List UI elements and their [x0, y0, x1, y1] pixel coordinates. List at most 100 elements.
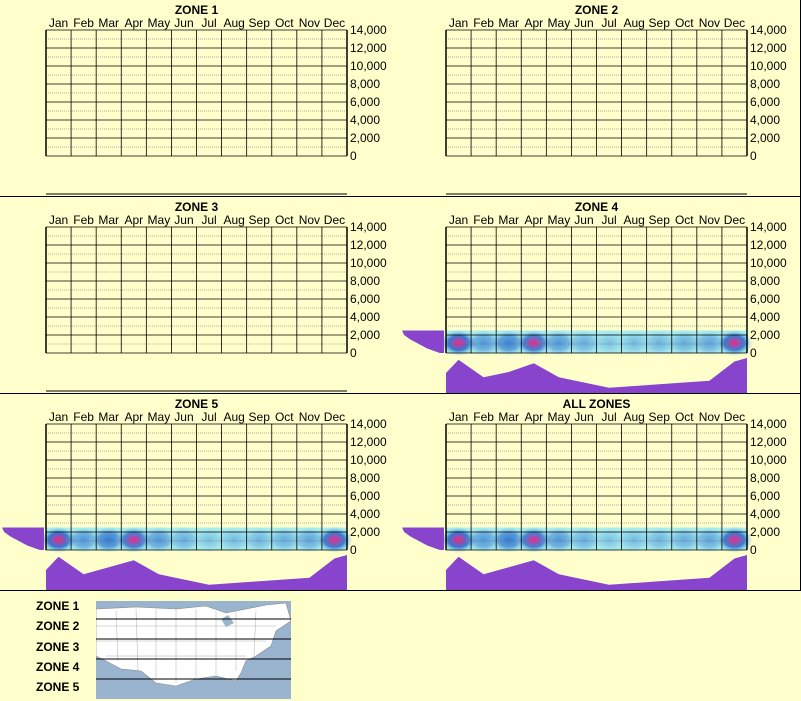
month-label: Oct — [275, 213, 294, 227]
y-tick-label: 4,000 — [350, 310, 380, 324]
y-tick-label: 8,000 — [750, 77, 780, 91]
month-label: Jul — [601, 410, 616, 424]
chart-title: ALL ZONES — [563, 397, 631, 411]
y-tick-label: 6,000 — [750, 292, 780, 306]
month-label: Dec — [324, 213, 345, 227]
chart-title: ZONE 4 — [575, 200, 619, 214]
zone-chart-5: ZONE 5 Jan Feb Mar Apr May Jun Jul Aug Sep Oct Nov D… — [2, 397, 387, 590]
zone-panel-5: ZONE 5 Jan Feb Mar Apr May Jun Jul Aug Sep Oct Nov D… — [0, 394, 401, 591]
y-tick-label: 14,000 — [750, 23, 787, 37]
legend-zone-1: ZONE 1 — [36, 599, 80, 613]
y-tick-label: 2,000 — [750, 131, 780, 145]
month-label: Oct — [275, 16, 294, 30]
y-tick-label: 12,000 — [750, 41, 787, 55]
chart-title: ZONE 1 — [175, 3, 219, 17]
y-tick-label: 12,000 — [350, 41, 387, 55]
legend-zone-3: ZONE 3 — [36, 640, 80, 654]
y-tick-label: 10,000 — [750, 256, 787, 270]
y-tick-label: 0 — [750, 149, 757, 163]
zone-chart-2: ZONE 2 Jan Feb Mar Apr May Jun Jul Aug Sep Oct Nov D… — [445, 3, 787, 195]
month-label: Dec — [724, 410, 745, 424]
y-tick-label: 4,000 — [350, 113, 380, 127]
y-tick-label: 10,000 — [750, 59, 787, 73]
y-tick-label: 6,000 — [350, 489, 380, 503]
zone-panel-6: ALL ZONES Jan Feb Mar Apr May Jun Jul Aug Sep Oct N… — [400, 394, 801, 591]
heat-cell — [315, 526, 354, 554]
month-label: Nov — [299, 213, 320, 227]
month-label: Mar — [98, 16, 119, 30]
month-label: Aug — [623, 16, 644, 30]
month-label: Aug — [223, 410, 244, 424]
zone-legend: ZONE 1 ZONE 2 ZONE 3 ZONE 4 ZONE 5 — [0, 590, 801, 701]
month-label: Mar — [98, 213, 119, 227]
month-label: May — [548, 410, 571, 424]
zone-chart-6: ALL ZONES Jan Feb Mar Apr May Jun Jul Aug Sep Oct N… — [402, 397, 787, 590]
altitude-profile — [2, 527, 44, 550]
month-label: Jan — [49, 410, 68, 424]
y-tick-label: 6,000 — [750, 489, 780, 503]
month-label: May — [548, 213, 571, 227]
month-label: Apr — [524, 410, 543, 424]
y-tick-label: 4,000 — [350, 507, 380, 521]
y-tick-label: 2,000 — [350, 131, 380, 145]
month-label: Apr — [524, 16, 543, 30]
month-label: May — [148, 16, 171, 30]
month-label: Jul — [201, 16, 216, 30]
y-tick-label: 8,000 — [750, 274, 780, 288]
month-label: Jul — [201, 213, 216, 227]
month-label: Oct — [675, 410, 694, 424]
y-tick-label: 4,000 — [750, 310, 780, 324]
month-label: Jun — [174, 16, 193, 30]
month-label: Dec — [324, 16, 345, 30]
month-label: Aug — [223, 16, 244, 30]
month-label: May — [148, 410, 171, 424]
month-label: Aug — [623, 213, 644, 227]
zone-panel-1: ZONE 1 Jan Feb Mar Apr May Jun Jul Aug Sep Oct Nov D… — [0, 0, 401, 197]
month-label: Jan — [449, 16, 468, 30]
month-label: Mar — [498, 213, 519, 227]
monthly-profile — [46, 555, 347, 590]
month-label: May — [548, 16, 571, 30]
y-tick-label: 6,000 — [350, 292, 380, 306]
month-label: Sep — [649, 16, 671, 30]
month-label: Jun — [574, 410, 593, 424]
month-label: Aug — [623, 410, 644, 424]
month-label: Feb — [73, 410, 94, 424]
month-label: Apr — [124, 410, 143, 424]
month-label: Nov — [299, 16, 320, 30]
month-label: Jan — [49, 16, 68, 30]
month-label: Mar — [498, 410, 519, 424]
month-label: Sep — [249, 213, 271, 227]
month-label: Jun — [174, 410, 193, 424]
y-tick-label: 14,000 — [750, 417, 787, 431]
chart-title: ZONE 2 — [575, 3, 619, 17]
month-label: Dec — [724, 213, 745, 227]
month-label: Feb — [473, 16, 494, 30]
y-tick-label: 0 — [750, 543, 757, 557]
month-label: Jul — [201, 410, 216, 424]
month-label: Apr — [524, 213, 543, 227]
month-label: Mar — [98, 410, 119, 424]
month-label: Nov — [699, 213, 720, 227]
y-tick-label: 2,000 — [750, 525, 780, 539]
month-label: Dec — [724, 16, 745, 30]
month-label: Feb — [473, 213, 494, 227]
y-tick-label: 8,000 — [350, 274, 380, 288]
month-label: Jun — [174, 213, 193, 227]
chart-title: ZONE 3 — [175, 200, 219, 214]
month-label: Apr — [124, 213, 143, 227]
month-label: Sep — [649, 410, 671, 424]
y-tick-label: 10,000 — [350, 453, 387, 467]
altitude-profile — [402, 330, 444, 353]
month-label: Sep — [249, 16, 271, 30]
y-tick-label: 12,000 — [350, 435, 387, 449]
y-tick-label: 8,000 — [350, 77, 380, 91]
heat-cell — [715, 526, 754, 554]
month-label: Nov — [699, 16, 720, 30]
legend-zone-4: ZONE 4 — [36, 660, 80, 674]
y-tick-label: 14,000 — [350, 23, 387, 37]
y-tick-label: 2,000 — [350, 328, 380, 342]
zone-chart-3: ZONE 3 Jan Feb Mar Apr May Jun Jul Aug Sep Oct Nov D… — [45, 200, 387, 392]
month-label: Apr — [124, 16, 143, 30]
monthly-profile — [446, 555, 747, 590]
